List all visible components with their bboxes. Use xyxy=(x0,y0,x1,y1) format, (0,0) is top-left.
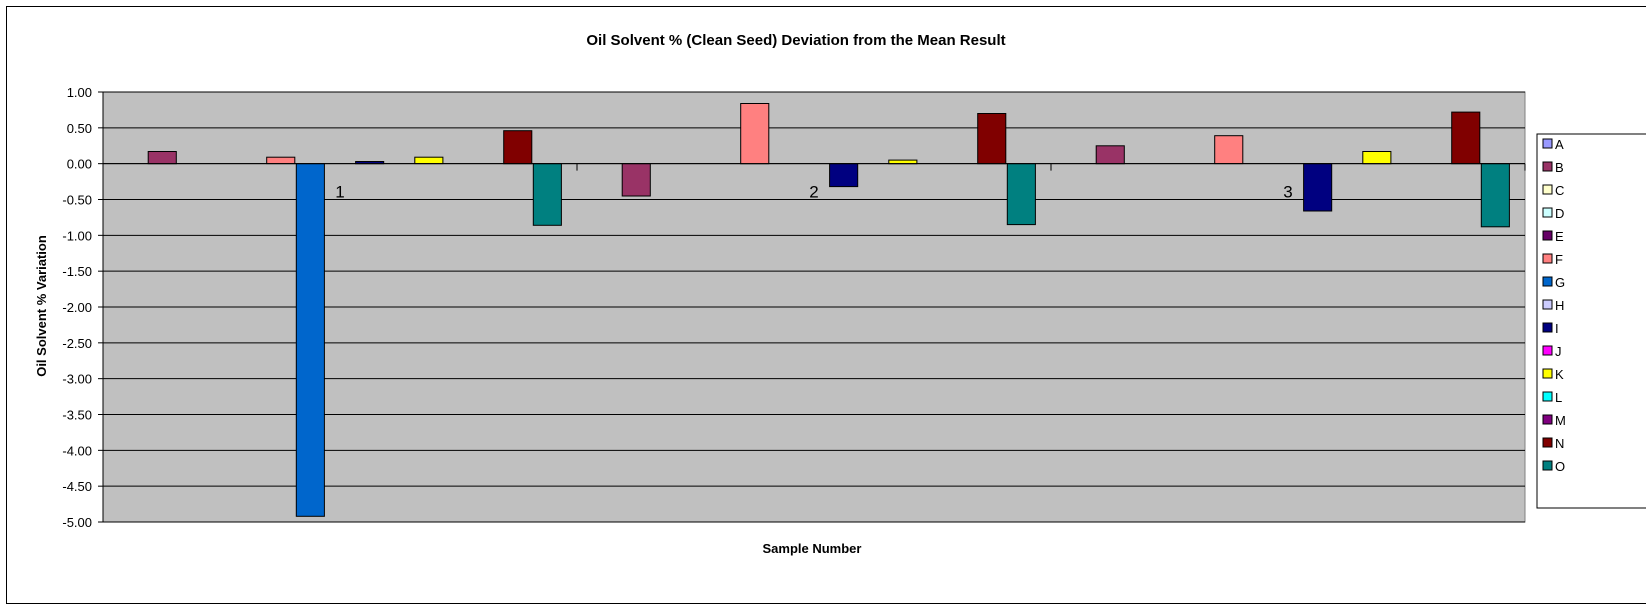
bar-f-sample-1 xyxy=(266,156,296,165)
legend-swatch-o xyxy=(1542,460,1553,471)
x-tick-label: 1 xyxy=(335,183,344,202)
bar-i-sample-3 xyxy=(1303,163,1333,212)
legend-label-h: H xyxy=(1555,298,1564,313)
chart-title: Oil Solvent % (Clean Seed) Deviation fro… xyxy=(586,32,1005,49)
y-tick-label: -5.00 xyxy=(62,515,92,530)
legend-swatch-k xyxy=(1542,368,1553,379)
bar-o-sample-2 xyxy=(1006,163,1036,226)
bar-k-sample-1 xyxy=(414,156,444,165)
y-tick-label: -3.00 xyxy=(62,372,92,387)
legend-swatch-n xyxy=(1542,437,1553,448)
y-tick-label: -1.50 xyxy=(62,264,92,279)
y-tick-label: -1.00 xyxy=(62,228,92,243)
legend-label-j: J xyxy=(1555,344,1562,359)
x-axis-title: Sample Number xyxy=(763,541,862,556)
legend-swatch-m xyxy=(1542,414,1553,425)
y-axis-title: Oil Solvent % Variation xyxy=(34,235,49,377)
legend-label-a: A xyxy=(1555,137,1564,152)
y-tick-label: -0.50 xyxy=(62,193,92,208)
legend-swatch-d xyxy=(1542,207,1553,218)
legend-swatch-f xyxy=(1542,253,1553,264)
y-tick-label: 0.00 xyxy=(67,157,92,172)
y-tick-label: -2.50 xyxy=(62,336,92,351)
legend-label-i: I xyxy=(1555,321,1559,336)
bar-o-sample-3 xyxy=(1480,163,1510,228)
legend-label-c: C xyxy=(1555,183,1564,198)
bar-i-sample-2 xyxy=(829,163,859,188)
bar-b-sample-1 xyxy=(147,151,177,165)
legend-label-b: B xyxy=(1555,160,1564,175)
legend-label-e: E xyxy=(1555,229,1564,244)
legend-box xyxy=(1536,133,1646,509)
legend-swatch-a xyxy=(1542,138,1553,149)
y-tick-label: -3.50 xyxy=(62,408,92,423)
bar-layer xyxy=(147,103,1510,517)
bar-n-sample-2 xyxy=(977,113,1007,165)
y-tick-label: 1.00 xyxy=(67,85,92,100)
y-tick-label: -2.00 xyxy=(62,300,92,315)
bar-k-sample-3 xyxy=(1362,151,1392,165)
legend-swatch-g xyxy=(1542,276,1553,287)
bar-k-sample-2 xyxy=(888,159,918,165)
x-tick-label: 2 xyxy=(809,183,818,202)
bar-o-sample-1 xyxy=(532,163,562,226)
legend-swatch-b xyxy=(1542,161,1553,172)
y-tick-label: 0.50 xyxy=(67,121,92,136)
bar-b-sample-2 xyxy=(621,163,651,197)
legend-label-d: D xyxy=(1555,206,1564,221)
bar-g-sample-1 xyxy=(295,163,325,517)
legend-swatch-l xyxy=(1542,391,1553,402)
legend-swatch-e xyxy=(1542,230,1553,241)
legend-swatch-i xyxy=(1542,322,1553,333)
legend-swatch-c xyxy=(1542,184,1553,195)
legend-swatch-j xyxy=(1542,345,1553,356)
y-tick-label: -4.00 xyxy=(62,443,92,458)
bar-f-sample-2 xyxy=(740,103,770,165)
bar-n-sample-3 xyxy=(1451,111,1481,165)
legend-label-m: M xyxy=(1555,413,1566,428)
x-tick-label: 3 xyxy=(1283,183,1292,202)
legend-swatch-h xyxy=(1542,299,1553,310)
legend-label-g: G xyxy=(1555,275,1565,290)
legend-label-l: L xyxy=(1555,390,1562,405)
axis-layer: 1.00 0.50 0.00 -0.50 -1.00 -1.50 -2.00 -2.50 -3.… xyxy=(62,85,1526,530)
bar-b-sample-3 xyxy=(1095,145,1125,165)
y-tick-label: -4.50 xyxy=(62,479,92,494)
legend-label-f: F xyxy=(1555,252,1563,267)
bar-f-sample-3 xyxy=(1214,135,1244,165)
legend-label-k: K xyxy=(1555,367,1564,382)
legend-label-o: O xyxy=(1555,459,1565,474)
bar-n-sample-1 xyxy=(503,130,533,165)
legend-label-n: N xyxy=(1555,436,1564,451)
